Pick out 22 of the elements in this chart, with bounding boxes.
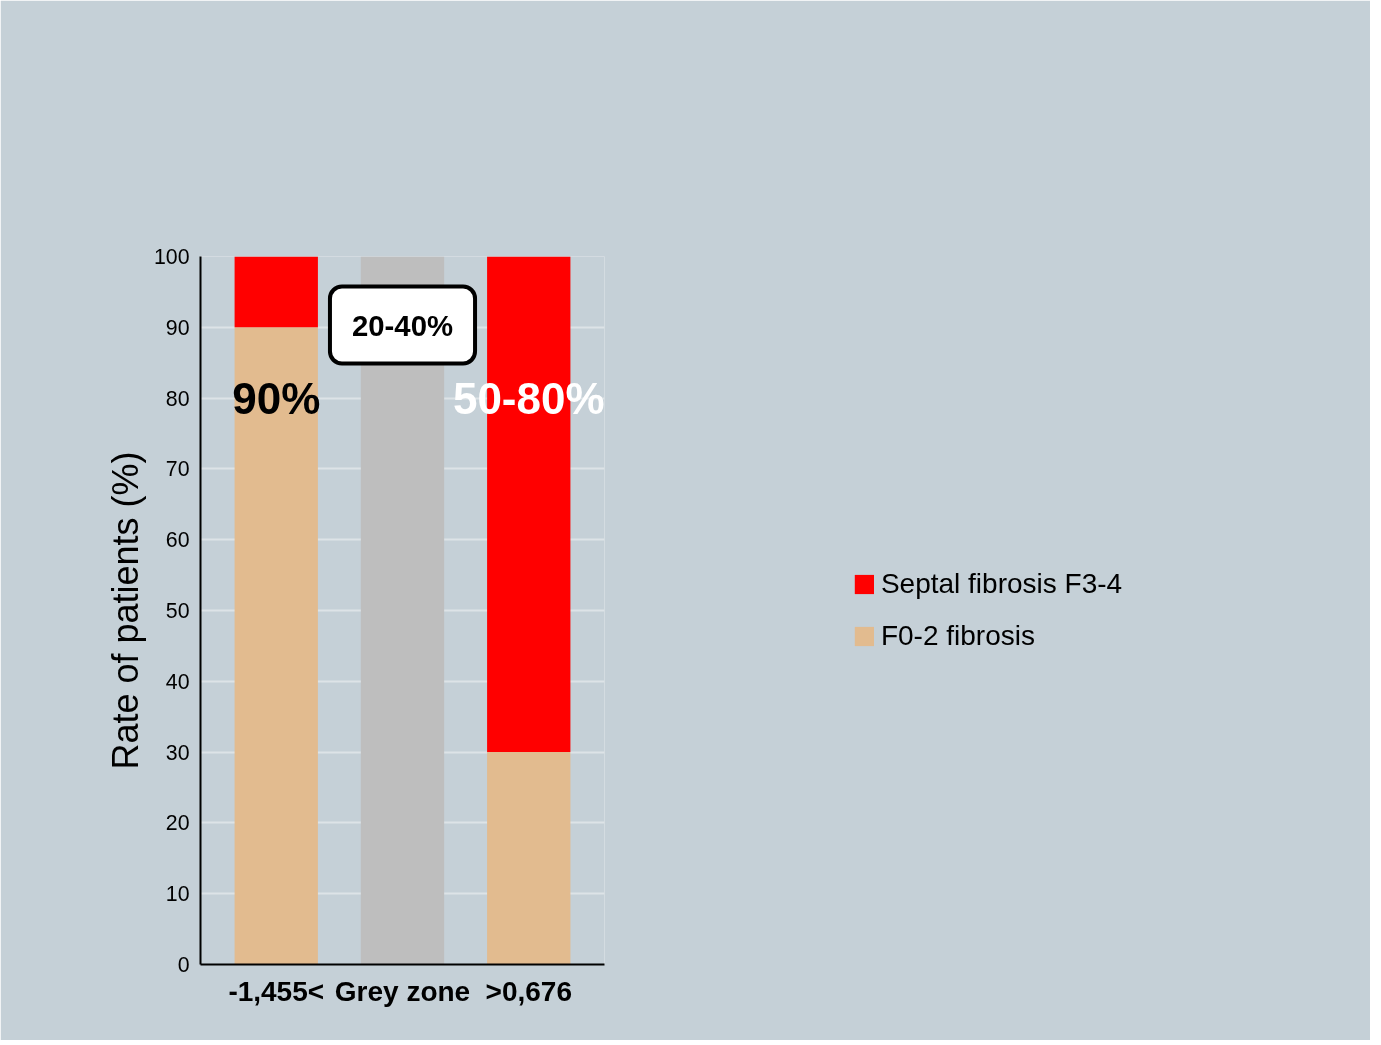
y-axis-title: Rate of patients (%) <box>104 451 146 770</box>
legend-label: F0-2 fibrosis <box>880 620 1035 652</box>
y-tick-label: 20 <box>165 811 190 836</box>
y-tick-label: 100 <box>153 245 190 269</box>
y-tick-label: 60 <box>165 528 190 553</box>
bar <box>487 752 571 965</box>
y-tick-label: 30 <box>165 740 190 765</box>
y-tick-label: 80 <box>165 386 190 411</box>
legend-label: Septal fibrosis F3-4 <box>880 568 1123 600</box>
annotation: 90% <box>232 373 321 423</box>
annotation: 20-40% <box>351 308 454 342</box>
x-tick-label: -1,455< <box>228 975 325 1007</box>
y-tick-label: 70 <box>165 457 190 482</box>
y-tick-label: 90 <box>165 315 190 340</box>
x-tick-label: Grey zone <box>334 975 471 1007</box>
bar <box>234 327 318 965</box>
bar <box>234 256 318 328</box>
y-tick-label: 50 <box>165 599 190 623</box>
y-tick-label: 10 <box>165 882 190 907</box>
y-tick-label: 0 <box>177 953 190 977</box>
x-tick-label: >0,676 <box>485 975 572 1007</box>
y-tick-label: 40 <box>165 669 190 694</box>
